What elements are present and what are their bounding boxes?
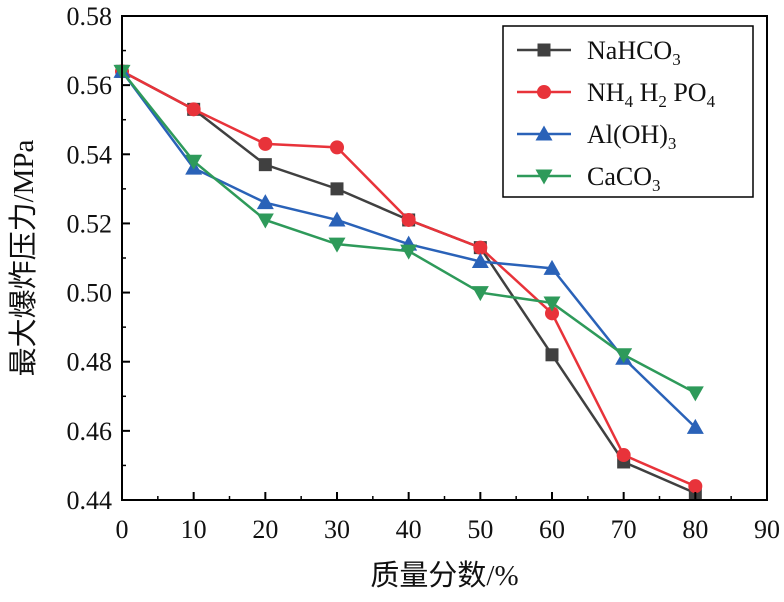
legend-item: CaCO3 — [517, 162, 661, 195]
x-tick-label: 30 — [324, 515, 350, 544]
y-axis-label: 最大爆炸压力/MPa — [7, 139, 40, 376]
data-point — [258, 136, 273, 151]
data-point — [258, 158, 272, 172]
legend-item: NaHCO3 — [517, 36, 681, 69]
legend-label: Al(OH)3 — [587, 120, 676, 153]
x-tick-label: 20 — [252, 515, 278, 544]
legend-label-subscript: 3 — [652, 176, 661, 195]
legend-marker — [535, 125, 553, 141]
legend-label-subscript: 4 — [625, 92, 634, 111]
data-point — [471, 252, 489, 268]
data-point — [545, 348, 559, 362]
y-tick-label: 0.52 — [67, 209, 113, 238]
x-tick-label: 0 — [116, 515, 129, 544]
data-point — [473, 240, 488, 255]
y-tick-label: 0.56 — [67, 71, 113, 100]
data-point — [545, 306, 559, 321]
legend-label-subscript: 2 — [658, 92, 667, 111]
data-point — [330, 182, 344, 196]
data-point — [543, 259, 561, 275]
data-point — [185, 154, 203, 170]
data-point — [471, 286, 489, 302]
data-point — [616, 448, 631, 463]
legend-label-part: PO — [667, 78, 707, 107]
y-tick-label: 0.58 — [67, 2, 113, 31]
x-tick-label: 60 — [539, 515, 565, 544]
data-point — [186, 102, 201, 117]
legend-label-subscript: 3 — [672, 50, 681, 69]
data-point — [256, 213, 274, 229]
legend-marker — [537, 85, 551, 99]
x-tick-label: 40 — [396, 515, 422, 544]
legend-label-subscript: 4 — [707, 92, 716, 111]
legend-marker — [535, 169, 553, 185]
data-point — [400, 244, 418, 260]
axis-ticks: 0 10 20 30 40 50 60 70 80 90 0.44 0.46 0.48 0.50 0.52 0… — [67, 2, 781, 544]
legend-label-part: CaCO — [587, 162, 652, 191]
y-tick-label: 0.54 — [67, 140, 113, 169]
data-point — [615, 348, 633, 364]
y-tick-label: 0.50 — [67, 279, 113, 308]
data-point — [328, 211, 346, 227]
data-point — [543, 296, 561, 312]
data-point — [401, 212, 416, 227]
x-tick-label: 10 — [181, 515, 207, 544]
legend-label-part: H — [633, 78, 659, 107]
y-tick-label: 0.46 — [67, 417, 113, 446]
data-point — [256, 194, 274, 210]
x-tick-label: 50 — [467, 515, 493, 544]
data-point — [688, 479, 703, 494]
y-tick-label: 0.44 — [67, 486, 113, 515]
data-point — [686, 386, 704, 402]
legend-label-part: NH — [587, 78, 625, 107]
x-tick-label: 70 — [611, 515, 637, 544]
x-tick-label: 90 — [754, 515, 780, 544]
legend-marker — [537, 43, 551, 57]
legend-item: Al(OH)3 — [517, 120, 676, 153]
legend-label-subscript: 3 — [668, 134, 677, 153]
data-point — [686, 418, 704, 434]
series-3 — [113, 64, 704, 402]
x-axis-label: 质量分数/% — [370, 559, 518, 592]
legend-label: CaCO3 — [587, 162, 661, 195]
legend-label-part: Al(OH) — [587, 120, 668, 149]
x-tick-label: 80 — [682, 515, 708, 544]
data-point — [328, 237, 346, 253]
legend-label: NH4 H2 PO4 — [587, 78, 716, 111]
legend-label: NaHCO3 — [587, 36, 681, 69]
y-tick-label: 0.48 — [67, 348, 113, 377]
legend-item: NH4 H2 PO4 — [517, 78, 716, 111]
legend-label-part: NaHCO — [587, 36, 672, 65]
data-point — [330, 140, 344, 155]
plot-area — [113, 62, 704, 500]
